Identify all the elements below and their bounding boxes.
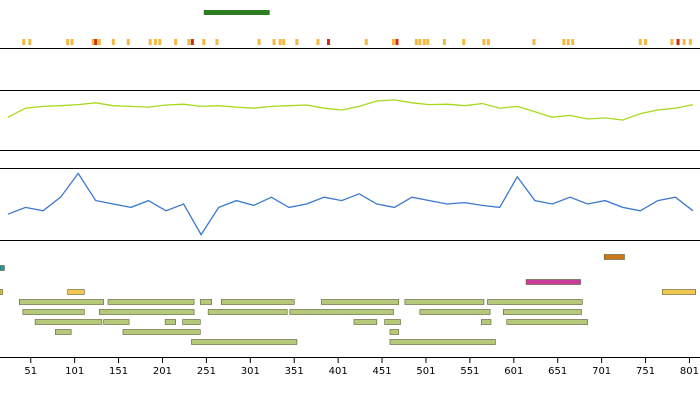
site-mark bbox=[414, 39, 418, 45]
x-tick-label: 551 bbox=[460, 366, 479, 377]
feature-bar bbox=[34, 319, 103, 325]
site-mark bbox=[426, 39, 430, 45]
profile-line bbox=[7, 99, 694, 121]
x-tick-label: 401 bbox=[329, 366, 348, 377]
site-mark bbox=[97, 39, 101, 45]
feature-bar bbox=[502, 309, 582, 315]
feature-bar bbox=[103, 319, 130, 325]
site-mark bbox=[153, 39, 157, 45]
site-mark bbox=[282, 39, 286, 45]
feature-bar bbox=[487, 299, 583, 305]
feature-bar bbox=[67, 289, 85, 295]
site-mark bbox=[272, 39, 276, 45]
site-mark bbox=[257, 39, 261, 45]
feature-bar bbox=[389, 329, 400, 335]
feature-bar bbox=[525, 279, 581, 285]
top-feature bbox=[203, 10, 270, 15]
site-mark bbox=[462, 39, 466, 45]
profile-line bbox=[7, 172, 694, 236]
feature-bar bbox=[506, 319, 588, 325]
site-mark bbox=[532, 39, 536, 45]
site-mark bbox=[158, 39, 162, 45]
site-mark bbox=[482, 39, 486, 45]
feature-bar bbox=[289, 309, 394, 315]
site-mark bbox=[126, 39, 130, 45]
feature-bar bbox=[207, 309, 288, 315]
site-mark bbox=[111, 39, 115, 45]
site-mark bbox=[688, 39, 692, 45]
site-mark bbox=[566, 39, 570, 45]
site-mark bbox=[395, 39, 399, 45]
feature-bar bbox=[0, 265, 5, 271]
site-mark bbox=[682, 39, 686, 45]
feature-bar bbox=[384, 319, 401, 325]
x-tick-label: 501 bbox=[416, 366, 435, 377]
x-tick-label: 101 bbox=[65, 366, 84, 377]
feature-bar bbox=[22, 309, 85, 315]
site-mark bbox=[215, 39, 219, 45]
feature-bar bbox=[199, 299, 212, 305]
site-mark bbox=[22, 39, 26, 45]
site-mark bbox=[94, 39, 98, 45]
site-mark bbox=[174, 39, 178, 45]
site-mark bbox=[278, 39, 282, 45]
site-mark bbox=[364, 39, 368, 45]
x-tick-label: 601 bbox=[504, 366, 523, 377]
feature-bar bbox=[19, 299, 104, 305]
feature-bar bbox=[55, 329, 72, 335]
site-mark bbox=[638, 39, 642, 45]
x-tick-label: 751 bbox=[636, 366, 655, 377]
site-mark bbox=[326, 39, 330, 45]
feature-bar bbox=[321, 299, 400, 305]
site-mark bbox=[391, 39, 395, 45]
feature-bar bbox=[122, 329, 201, 335]
site-mark bbox=[28, 39, 32, 45]
site-mark bbox=[190, 39, 194, 45]
site-mark bbox=[70, 39, 74, 45]
x-tick-label: 451 bbox=[373, 366, 392, 377]
site-mark bbox=[571, 39, 575, 45]
site-mark bbox=[91, 39, 95, 45]
feature-bar bbox=[0, 289, 3, 295]
site-mark bbox=[418, 39, 422, 45]
site-mark bbox=[295, 39, 299, 45]
x-tick-label: 51 bbox=[24, 366, 37, 377]
feature-bar bbox=[98, 309, 195, 315]
x-tick-label: 351 bbox=[285, 366, 304, 377]
feature-bar bbox=[404, 299, 485, 305]
feature-bar bbox=[191, 339, 298, 345]
x-tick-label: 151 bbox=[109, 366, 128, 377]
x-tick-label: 801 bbox=[680, 366, 699, 377]
feature-bar bbox=[164, 319, 176, 325]
x-tick-label: 651 bbox=[548, 366, 567, 377]
site-mark bbox=[316, 39, 320, 45]
site-mark bbox=[422, 39, 426, 45]
site-mark bbox=[66, 39, 70, 45]
feature-bar bbox=[389, 339, 496, 345]
site-mark bbox=[670, 39, 674, 45]
feature-bar bbox=[603, 254, 625, 260]
site-mark bbox=[442, 39, 446, 45]
x-tick-label: 301 bbox=[241, 366, 260, 377]
feature-bar bbox=[661, 289, 696, 295]
feature-bar bbox=[353, 319, 378, 325]
x-tick-label: 701 bbox=[592, 366, 611, 377]
feature-bar bbox=[481, 319, 492, 325]
site-mark bbox=[187, 39, 191, 45]
x-tick-label: 251 bbox=[197, 366, 216, 377]
feature-bar bbox=[107, 299, 195, 305]
site-mark bbox=[202, 39, 206, 45]
site-mark bbox=[486, 39, 490, 45]
feature-bar bbox=[182, 319, 201, 325]
site-mark bbox=[676, 39, 680, 45]
feature-bar bbox=[419, 309, 491, 315]
site-mark bbox=[148, 39, 152, 45]
x-tick-label: 201 bbox=[153, 366, 172, 377]
site-mark bbox=[644, 39, 648, 45]
site-mark bbox=[562, 39, 566, 45]
feature-bar bbox=[221, 299, 295, 305]
